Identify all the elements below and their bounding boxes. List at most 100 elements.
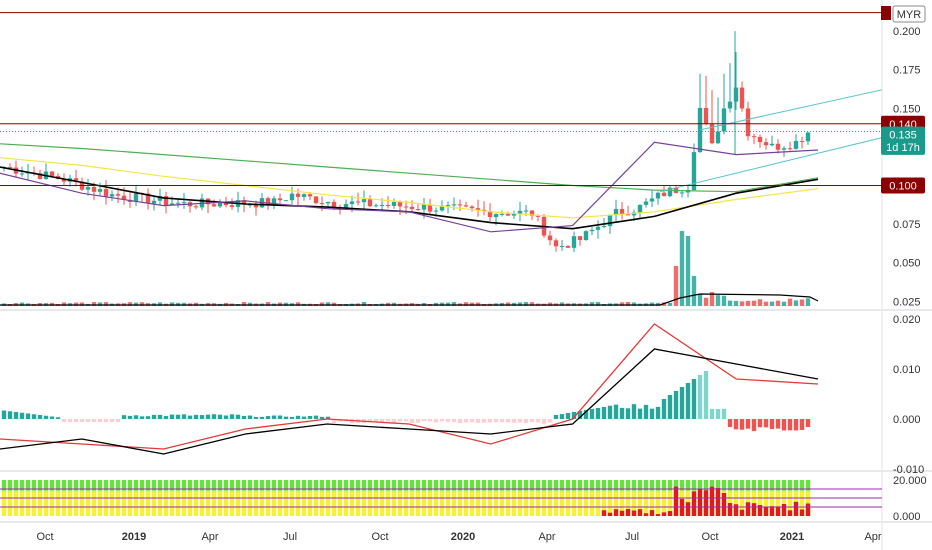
macd-bar xyxy=(775,419,781,429)
macd-bar xyxy=(565,413,571,419)
volume-bar xyxy=(127,302,133,306)
macd-bar xyxy=(589,409,595,419)
volume-bar xyxy=(649,302,655,306)
oscillator-bar-yellow xyxy=(589,490,595,516)
oscillator-bar-yellow xyxy=(781,490,787,516)
macd-bar xyxy=(631,404,637,419)
candle-body xyxy=(439,205,445,211)
macd-bar xyxy=(205,414,211,419)
oscillator-bar-yellow xyxy=(205,490,211,516)
volume-bar xyxy=(91,302,97,306)
oscillator-bar-green xyxy=(61,480,67,491)
candle-body xyxy=(577,236,583,241)
oscillator-bar-green xyxy=(13,480,19,491)
macd-bar xyxy=(391,419,397,423)
candle-body xyxy=(517,210,523,214)
oscillator-bar-yellow xyxy=(517,490,523,516)
oscillator-bar-red xyxy=(691,491,697,516)
oscillator-bar-yellow xyxy=(295,490,301,516)
oscillator-bar-yellow xyxy=(565,490,571,516)
moving-average-line xyxy=(0,143,819,193)
candle-body xyxy=(277,198,283,201)
macd-bar xyxy=(709,409,715,419)
oscillator-bar-yellow xyxy=(385,490,391,516)
time-axis-label: Apr xyxy=(201,531,218,543)
oscillator-bar-green xyxy=(781,480,787,491)
oscillator-bar-yellow xyxy=(349,490,355,516)
price-tag xyxy=(881,138,925,155)
volume-bar xyxy=(331,302,337,306)
oscillator-bar-yellow xyxy=(229,490,235,516)
oscillator-bars xyxy=(1,480,811,516)
candle-body xyxy=(751,136,757,138)
price-tick-label: 0.175 xyxy=(893,65,921,77)
oscillator-bar-yellow xyxy=(1,490,7,516)
macd-bar xyxy=(613,404,619,419)
oscillator-bar-green xyxy=(529,480,535,491)
oscillator-bar-green xyxy=(331,480,337,491)
macd-bar xyxy=(799,419,805,430)
macd-bar xyxy=(667,395,673,419)
oscillator-bar-green xyxy=(697,480,703,491)
oscillator-bar-green xyxy=(91,480,97,491)
volume-bar xyxy=(529,302,535,306)
candle-body xyxy=(733,87,739,102)
macd-bar xyxy=(367,419,373,423)
macd-bar xyxy=(451,419,457,423)
volume-bar xyxy=(361,302,367,306)
oscillator-bar-yellow xyxy=(277,490,283,516)
oscillator-bar-yellow xyxy=(529,490,535,516)
candle-body xyxy=(391,201,397,206)
candle-body xyxy=(283,200,289,202)
macd-bar xyxy=(463,419,469,423)
macd-bar xyxy=(769,419,775,430)
macd-bar xyxy=(247,415,253,419)
oscillator-bar-yellow xyxy=(541,490,547,516)
oscillator-bar-green xyxy=(337,480,343,491)
oscillator-bar-green xyxy=(679,480,685,491)
macd-bar xyxy=(229,414,235,419)
oscillator-bar-green xyxy=(115,480,121,491)
oscillator-bar-yellow xyxy=(481,490,487,516)
currency-tag xyxy=(892,5,926,23)
volume-bar xyxy=(547,302,553,306)
macd-tick-label: 0.000 xyxy=(893,414,921,426)
oscillator-bar-green xyxy=(103,480,109,491)
macd-bar xyxy=(727,419,733,428)
oscillator-bar-yellow xyxy=(535,490,541,516)
macd-bar xyxy=(637,408,643,419)
oscillator-bar-green xyxy=(511,480,517,491)
candle-body xyxy=(175,202,181,204)
oscillator-bar-red xyxy=(601,510,607,516)
oscillator-bar-yellow xyxy=(805,490,811,516)
macd-bar xyxy=(553,415,559,419)
oscillator-bar-yellow xyxy=(625,490,631,516)
candle-body xyxy=(73,178,79,182)
oscillator-bar-green xyxy=(757,480,763,491)
macd-bar xyxy=(643,404,649,419)
volume-bar xyxy=(745,300,751,306)
candle-body xyxy=(667,187,673,197)
oscillator-bar-green xyxy=(457,480,463,491)
candle-body xyxy=(523,210,529,212)
candle-body xyxy=(397,201,403,207)
candle-body xyxy=(565,245,571,248)
macd-bar xyxy=(85,419,91,422)
oscillator-bar-green xyxy=(79,480,85,491)
oscillator-bar-green xyxy=(409,480,415,491)
oscillator-bar-red xyxy=(751,503,757,516)
oscillator-bar-green xyxy=(253,480,259,491)
macd-bar xyxy=(211,414,217,419)
oscillator-bar-yellow xyxy=(145,490,151,516)
oscillator-bar-green xyxy=(733,480,739,491)
macd-tick-label: 0.020 xyxy=(893,314,921,326)
volume-bar xyxy=(247,302,253,306)
oscillator-bar-yellow xyxy=(175,490,181,516)
macd-bar xyxy=(163,416,169,419)
oscillator-bar-green xyxy=(49,480,55,491)
macd-bar xyxy=(181,414,187,419)
candle-body xyxy=(355,201,361,203)
macd-bar xyxy=(145,416,151,419)
oscillator-bar-green xyxy=(805,480,811,491)
macd-bar xyxy=(7,411,13,419)
